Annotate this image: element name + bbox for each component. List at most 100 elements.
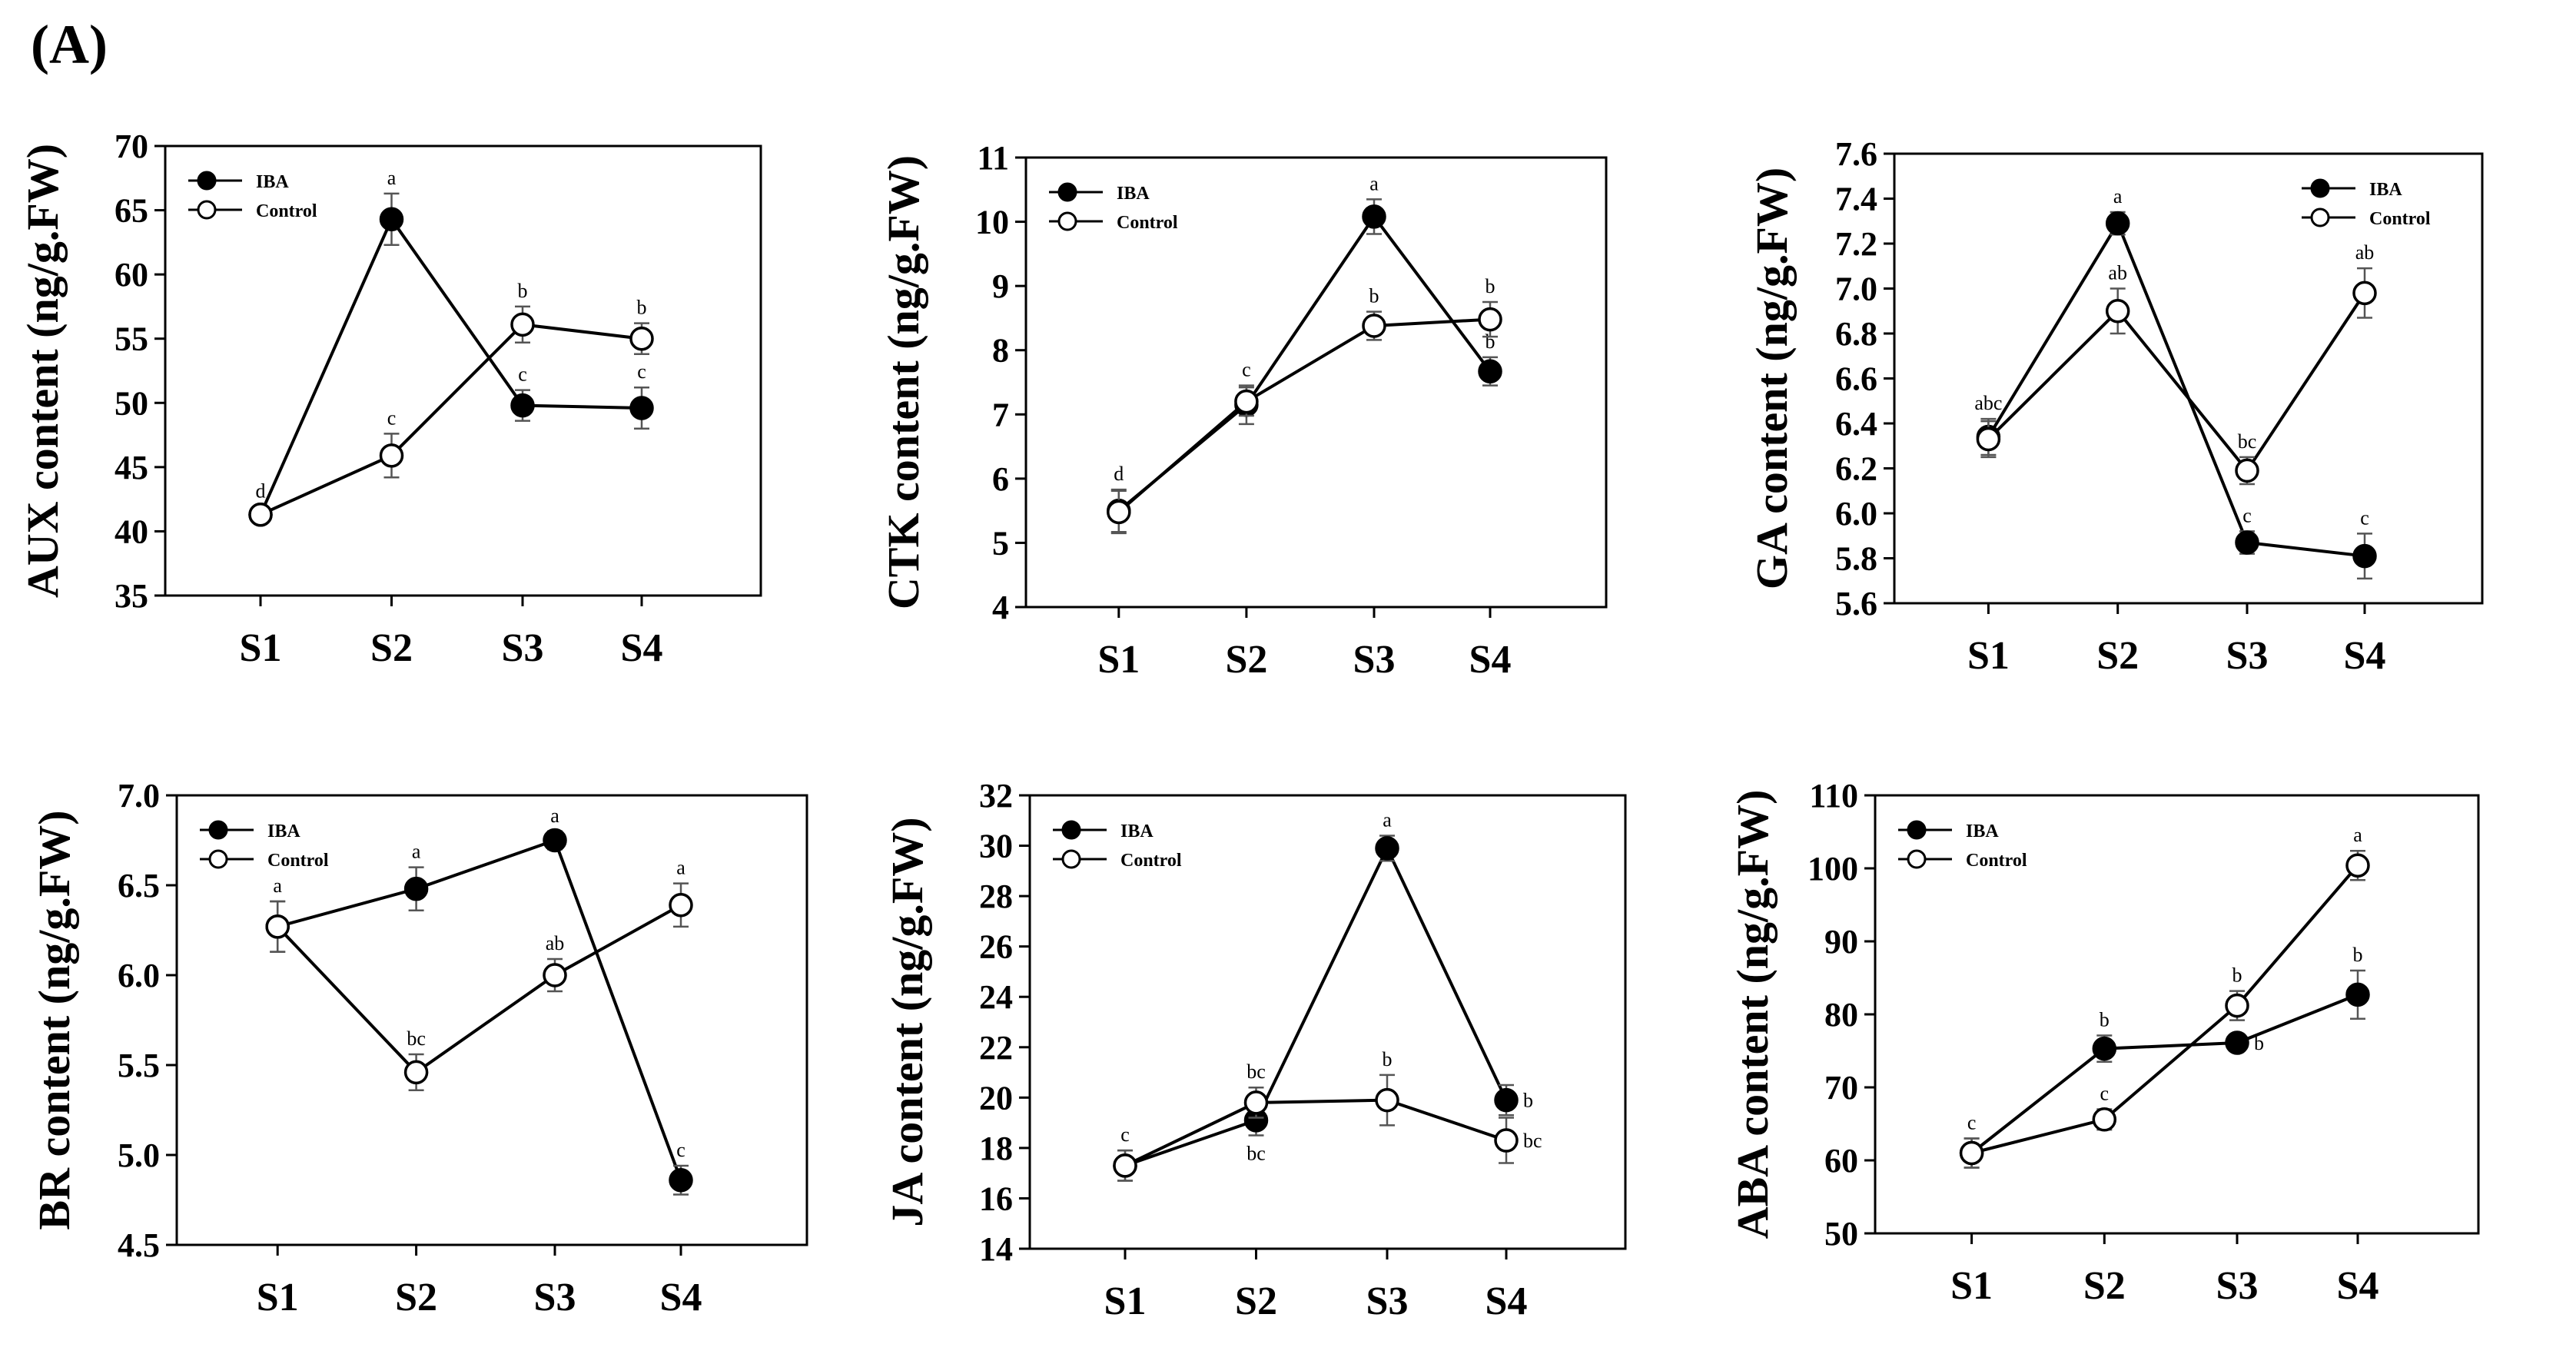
y-tick-label: 22 bbox=[979, 1029, 1013, 1067]
plot-frame bbox=[164, 144, 762, 597]
legend-marker bbox=[1061, 820, 1081, 840]
significance-letter: c bbox=[2360, 506, 2369, 529]
point-iba-s4 bbox=[669, 1168, 693, 1193]
y-tick-label: 90 bbox=[1824, 923, 1858, 961]
legend-marker bbox=[1061, 849, 1081, 869]
significance-letter: bc bbox=[1523, 1130, 1542, 1152]
y-tick-label: 6.2 bbox=[1835, 450, 1877, 488]
x-tick-label-s4: S4 bbox=[2337, 1264, 2379, 1308]
y-tick-label: 40 bbox=[115, 513, 148, 550]
significance-letter: a bbox=[1369, 172, 1379, 194]
point-control-s3 bbox=[510, 312, 535, 337]
point-control-s1 bbox=[265, 914, 290, 939]
significance-letter: a bbox=[412, 841, 421, 863]
legend-label: IBA bbox=[1117, 184, 1150, 204]
y-axis-label: BR content (ng/g.FW) bbox=[29, 810, 79, 1230]
legend-marker bbox=[1907, 820, 1927, 840]
legend-item-iba: IBA bbox=[200, 820, 300, 841]
point-control-s2 bbox=[403, 1060, 429, 1085]
x-tick-label-s1: S1 bbox=[1967, 634, 2010, 678]
legend-label: IBA bbox=[267, 821, 300, 841]
y-tick-label: 11 bbox=[977, 139, 1009, 177]
significance-letter: c bbox=[676, 1139, 685, 1161]
significance-letter: d bbox=[256, 480, 266, 503]
legend-marker bbox=[208, 820, 228, 840]
x-tick-label-s2: S2 bbox=[370, 626, 413, 670]
x-tick-label-s1: S1 bbox=[240, 626, 282, 670]
point-control-s4 bbox=[2352, 280, 2377, 306]
y-tick-label: 6.4 bbox=[1835, 405, 1877, 443]
legend-marker bbox=[2310, 178, 2330, 198]
point-iba-s3 bbox=[1375, 836, 1399, 861]
legend-label: Control bbox=[1117, 213, 1178, 233]
significance-letter: a bbox=[1383, 808, 1392, 831]
y-axis-label: CTK content (ng/g.FW) bbox=[878, 155, 928, 609]
y-tick-label: 6.5 bbox=[118, 867, 160, 904]
plot-frame bbox=[1028, 794, 1627, 1250]
legend-label: IBA bbox=[1966, 821, 1999, 841]
significance-letter: c bbox=[2100, 1083, 2110, 1105]
series-line-control bbox=[1987, 292, 2366, 473]
legend-label: IBA bbox=[2369, 180, 2402, 200]
significance-letter: b bbox=[2254, 1032, 2264, 1054]
significance-letter: c bbox=[1120, 1123, 1130, 1146]
significance-letter: b bbox=[1486, 275, 1495, 297]
series-control: c b b bbox=[248, 280, 654, 527]
significance-letter: a bbox=[550, 805, 559, 827]
point-control-s4 bbox=[629, 326, 654, 351]
legend-item-iba: IBA bbox=[1053, 820, 1154, 841]
x-tick-label-s3: S3 bbox=[1366, 1279, 1409, 1323]
x-tick-label-s3: S3 bbox=[1353, 638, 1396, 682]
significance-letter: b bbox=[518, 280, 528, 302]
legend-item-iba: IBA bbox=[1898, 820, 1999, 841]
x-tick-label-s4: S4 bbox=[621, 626, 663, 670]
significance-letter: abc bbox=[1974, 392, 2002, 414]
point-control-s2 bbox=[1243, 1090, 1269, 1115]
legend-marker bbox=[197, 171, 217, 191]
significance-letter: b bbox=[2353, 944, 2363, 966]
significance-letter: a bbox=[2113, 185, 2123, 207]
legend-label: Control bbox=[1966, 851, 2027, 871]
x-tick-label-s4: S4 bbox=[660, 1276, 702, 1319]
legend-item-control: Control bbox=[188, 200, 317, 221]
significance-letter: ab bbox=[2108, 262, 2127, 284]
legend-item-control: Control bbox=[1898, 849, 2027, 871]
y-tick-label: 26 bbox=[979, 928, 1013, 966]
y-tick-label: 7.0 bbox=[1835, 270, 1877, 308]
chart-3: 5.6 5.8 6.0 6.2 6.4 6.6 6.8 7.0 7.2 7.4 7.6 S1 S2 S3 S… bbox=[1747, 135, 2484, 678]
legend-marker bbox=[2310, 207, 2330, 227]
significance-letter: b bbox=[2100, 1009, 2110, 1031]
point-iba-s2 bbox=[379, 207, 404, 232]
y-tick-label: 7.4 bbox=[1835, 181, 1877, 218]
point-control-s3 bbox=[2225, 993, 2249, 1018]
y-axis-label: GA content (ng/g.FW) bbox=[1747, 168, 1797, 589]
point-iba-s2 bbox=[2092, 1036, 2117, 1061]
point-control-s1 bbox=[1107, 499, 1131, 525]
y-tick-label: 7 bbox=[992, 396, 1009, 433]
y-tick-label: 110 bbox=[1809, 777, 1858, 815]
significance-letter: d bbox=[1114, 463, 1124, 485]
y-tick-label: 60 bbox=[115, 256, 148, 294]
plot-frame bbox=[175, 794, 808, 1246]
point-iba-s3 bbox=[510, 393, 535, 418]
legend-item-iba: IBA bbox=[1049, 182, 1150, 204]
y-tick-label: 24 bbox=[979, 978, 1013, 1016]
y-tick-label: 6 bbox=[992, 460, 1009, 498]
legend-item-control: Control bbox=[1053, 849, 1182, 871]
y-tick-label: 6.6 bbox=[1835, 360, 1877, 398]
y-tick-label: 60 bbox=[1824, 1142, 1858, 1180]
x-tick-label-s2: S2 bbox=[1235, 1279, 1277, 1323]
x-tick-label-s2: S2 bbox=[395, 1276, 437, 1319]
series-line-control bbox=[260, 323, 642, 516]
y-tick-label: 50 bbox=[115, 384, 148, 422]
significance-letter: a bbox=[2353, 824, 2362, 846]
y-tick-label: 14 bbox=[979, 1230, 1013, 1268]
series-iba: c b b b bbox=[1959, 944, 2370, 1169]
y-tick-label: 45 bbox=[115, 449, 148, 486]
y-tick-label: 100 bbox=[1808, 850, 1858, 888]
y-tick-label: 32 bbox=[979, 777, 1013, 815]
point-control-s4 bbox=[1478, 307, 1502, 332]
point-iba-s4 bbox=[2352, 543, 2377, 569]
